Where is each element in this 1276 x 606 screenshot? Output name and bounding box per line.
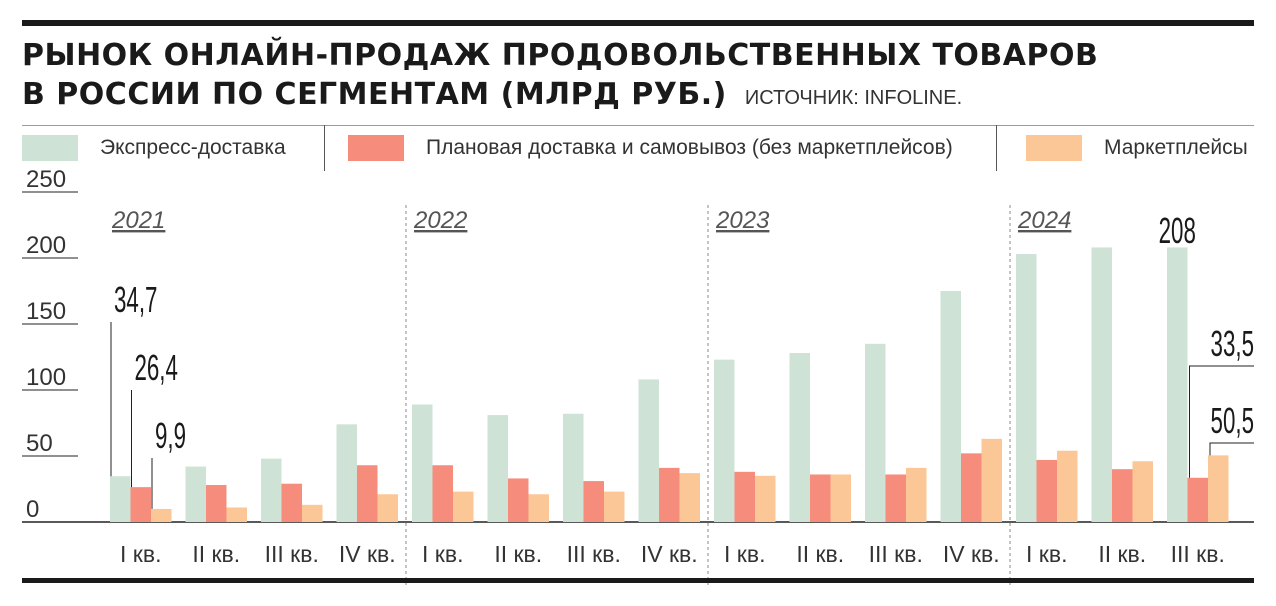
bar-express [940,291,961,522]
bar-planned [810,474,831,522]
bar-planned [281,483,302,522]
y-tick-label: 50 [26,430,53,457]
data-label: 208 [1159,212,1196,252]
bar-planned [734,471,755,522]
x-tick-label: I кв. [1026,541,1067,567]
data-label: 50,5 [1211,402,1254,442]
legend-swatch-express [22,135,78,161]
bar-express [1016,254,1037,523]
y-tick-label: 250 [26,166,66,193]
bar-planned [659,467,680,522]
bar-marketplace [528,494,549,522]
bar-marketplace [1132,461,1153,522]
bar-express [336,424,357,522]
bar-planned [961,453,982,522]
bar-marketplace [226,507,247,522]
bar-marketplace [906,467,927,522]
x-tick-label: I кв. [724,541,765,567]
bar-express [865,343,886,522]
bar-express [1167,247,1188,522]
year-label: 2022 [413,207,467,234]
legend-item-planned: Плановая доставка и самовывоз (без марке… [348,125,953,171]
bar-express [563,413,584,522]
bar-marketplace [377,494,398,522]
title-line-2-text: В РОССИИ ПО СЕГМЕНТАМ (МЛРД РУБ.) [22,77,727,112]
bar-express [412,404,433,522]
chart-title: РЫНОК ОНЛАЙН-ПРОДАЖ ПРОДОВОЛЬСТВЕННЫХ ТО… [22,36,1254,118]
legend: Экспресс-доставка Плановая доставка и са… [22,125,1254,171]
bar-express [789,353,810,522]
bar-marketplace [830,474,851,522]
bar-planned [508,478,529,522]
bar-marketplace [679,473,700,522]
legend-top-rule [22,125,1254,126]
legend-label-express: Экспресс-доставка [100,136,286,159]
x-tick-label: II кв. [796,541,844,567]
bar-planned [357,465,378,522]
bar-planned [206,485,227,522]
y-tick-label: 200 [26,232,66,259]
bar-express [261,458,282,522]
x-tick-label: I кв. [120,541,161,567]
legend-swatch-planned [348,135,404,161]
top-rule [22,20,1254,26]
data-label: 26,4 [135,349,178,389]
x-tick-label: I кв. [422,541,463,567]
x-tick-label: III кв. [567,541,621,567]
legend-label-planned: Плановая доставка и самовывоз (без марке… [426,136,953,159]
bar-marketplace [755,475,776,522]
bar-planned [1036,459,1057,522]
bar-planned [885,474,906,522]
year-label: 2024 [1017,207,1071,234]
bar-marketplace [151,508,172,522]
legend-separator [324,125,325,171]
annotation-leader [1189,365,1254,478]
bottom-rule [22,578,1254,583]
y-tick-label: 0 [26,496,39,523]
x-tick-label: II кв. [494,541,542,567]
title-line-2: В РОССИИ ПО СЕГМЕНТАМ (МЛРД РУБ.) ИСТОЧНИ… [22,75,1254,118]
bar-planned [1112,469,1133,522]
bar-marketplace [1208,455,1229,522]
bar-planned [130,487,151,522]
annotation-leader [1209,442,1254,456]
bar-planned [1187,477,1208,522]
bar-marketplace [1057,450,1078,522]
x-tick-label: II кв. [192,541,240,567]
source-note: ИСТОЧНИК: INFOLINE. [744,87,963,109]
bar-express [714,359,735,522]
y-tick-label: 150 [26,298,66,325]
x-tick-label: III кв. [1171,541,1225,567]
legend-swatch-marketplace [1026,135,1082,161]
y-tick-label: 100 [26,364,66,391]
data-label: 33,5 [1211,325,1254,365]
x-tick-label: IV кв. [641,541,698,567]
data-label: 34,7 [114,281,157,321]
bar-express [487,415,508,522]
x-tick-label: II кв. [1098,541,1146,567]
bar-marketplace [604,491,625,522]
x-tick-label: III кв. [265,541,319,567]
bar-express [110,476,131,522]
legend-item-express: Экспресс-доставка [22,125,286,171]
bar-planned [583,481,604,522]
bar-marketplace [302,504,323,522]
bar-marketplace [453,491,474,522]
bar-planned [432,465,453,522]
bar-marketplace [981,438,1002,522]
title-line-1: РЫНОК ОНЛАЙН-ПРОДАЖ ПРОДОВОЛЬСТВЕННЫХ ТО… [22,38,1099,73]
legend-separator [996,125,997,171]
bar-express [638,379,659,522]
bar-express [1091,247,1112,522]
year-label: 2023 [715,207,770,234]
year-label: 2021 [111,207,165,234]
x-tick-label: IV кв. [339,541,396,567]
x-tick-label: III кв. [869,541,923,567]
bar-express [185,466,206,522]
legend-item-marketplace: Маркетплейсы [1026,125,1248,171]
x-tick-label: IV кв. [943,541,1000,567]
legend-label-marketplace: Маркетплейсы [1104,136,1248,159]
data-label: 9,9 [155,417,186,457]
